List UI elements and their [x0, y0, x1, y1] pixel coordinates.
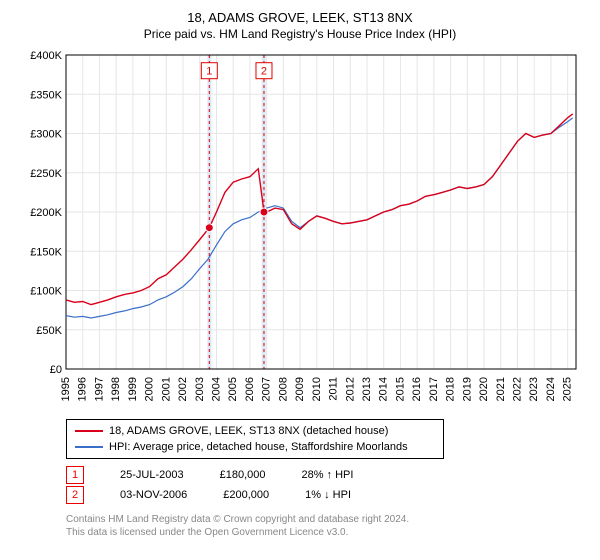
svg-text:2023: 2023: [528, 377, 540, 401]
svg-text:2009: 2009: [294, 377, 306, 401]
svg-text:2007: 2007: [261, 377, 273, 401]
svg-text:2021: 2021: [495, 377, 507, 401]
legend-label-red: 18, ADAMS GROVE, LEEK, ST13 8NX (detache…: [109, 423, 388, 439]
svg-text:2: 2: [261, 66, 267, 78]
svg-text:£350K: £350K: [30, 89, 62, 101]
legend-swatch-blue: [75, 446, 103, 448]
svg-text:2003: 2003: [194, 377, 206, 401]
legend-row-red: 18, ADAMS GROVE, LEEK, ST13 8NX (detache…: [75, 423, 435, 439]
footer-line-1: Contains HM Land Registry data © Crown c…: [66, 513, 590, 526]
marker-price-2: £200,000: [223, 485, 269, 505]
svg-text:1998: 1998: [110, 377, 122, 401]
svg-text:£50K: £50K: [36, 325, 62, 337]
svg-text:2002: 2002: [177, 377, 189, 401]
svg-text:£200K: £200K: [30, 207, 62, 219]
svg-text:2005: 2005: [227, 377, 239, 401]
svg-text:£400K: £400K: [30, 50, 62, 62]
svg-text:2008: 2008: [277, 377, 289, 401]
chart-svg: £0 £50K £100K £150K £200K £250K £300K £350K £400…: [20, 49, 580, 409]
svg-text:2018: 2018: [445, 377, 457, 401]
svg-text:2004: 2004: [210, 377, 222, 401]
markers-table: 1 25-JUL-2003 £180,000 28% ↑ HPI 2 03-NO…: [66, 465, 590, 505]
marker-delta-2: 1% ↓ HPI: [305, 485, 351, 505]
svg-text:2020: 2020: [478, 377, 490, 401]
svg-text:2024: 2024: [545, 377, 557, 401]
marker-delta-1: 28% ↑ HPI: [301, 465, 353, 485]
svg-text:2013: 2013: [361, 377, 373, 401]
svg-text:£0: £0: [50, 364, 62, 376]
svg-text:£100K: £100K: [30, 286, 62, 298]
legend-swatch-red: [75, 430, 103, 432]
svg-text:2001: 2001: [160, 377, 172, 401]
svg-text:2014: 2014: [378, 377, 390, 401]
svg-text:£300K: £300K: [30, 129, 62, 141]
marker-price-1: £180,000: [220, 465, 266, 485]
svg-text:1997: 1997: [93, 377, 105, 401]
marker-badge-1: 1: [66, 466, 84, 484]
marker-badge-2: 2: [66, 486, 84, 504]
svg-text:1996: 1996: [77, 377, 89, 401]
marker-row-2: 2 03-NOV-2006 £200,000 1% ↓ HPI: [66, 485, 590, 505]
legend: 18, ADAMS GROVE, LEEK, ST13 8NX (detache…: [66, 419, 444, 459]
svg-text:2025: 2025: [562, 377, 574, 401]
svg-text:£150K: £150K: [30, 246, 62, 258]
legend-label-blue: HPI: Average price, detached house, Staf…: [109, 439, 408, 455]
svg-text:1999: 1999: [127, 377, 139, 401]
svg-text:1995: 1995: [60, 377, 72, 401]
svg-text:2022: 2022: [511, 377, 523, 401]
svg-text:2012: 2012: [344, 377, 356, 401]
svg-text:2006: 2006: [244, 377, 256, 401]
marker-row-1: 1 25-JUL-2003 £180,000 28% ↑ HPI: [66, 465, 590, 485]
footer-line-2: This data is licensed under the Open Gov…: [66, 526, 590, 539]
chart-title: 18, ADAMS GROVE, LEEK, ST13 8NX: [10, 10, 590, 25]
svg-text:2010: 2010: [311, 377, 323, 401]
svg-text:2015: 2015: [394, 377, 406, 401]
chart-subtitle: Price paid vs. HM Land Registry's House …: [10, 27, 590, 41]
svg-text:£250K: £250K: [30, 168, 62, 180]
marker-date-2: 03-NOV-2006: [120, 485, 187, 505]
legend-row-blue: HPI: Average price, detached house, Staf…: [75, 439, 435, 455]
svg-text:1: 1: [206, 66, 212, 78]
svg-text:2019: 2019: [461, 377, 473, 401]
svg-text:2000: 2000: [144, 377, 156, 401]
chart-plot: £0 £50K £100K £150K £200K £250K £300K £350K £400…: [20, 49, 580, 409]
svg-text:2016: 2016: [411, 377, 423, 401]
svg-text:2017: 2017: [428, 377, 440, 401]
marker-date-1: 25-JUL-2003: [120, 465, 184, 485]
svg-text:2011: 2011: [328, 377, 340, 401]
footer: Contains HM Land Registry data © Crown c…: [66, 513, 590, 539]
